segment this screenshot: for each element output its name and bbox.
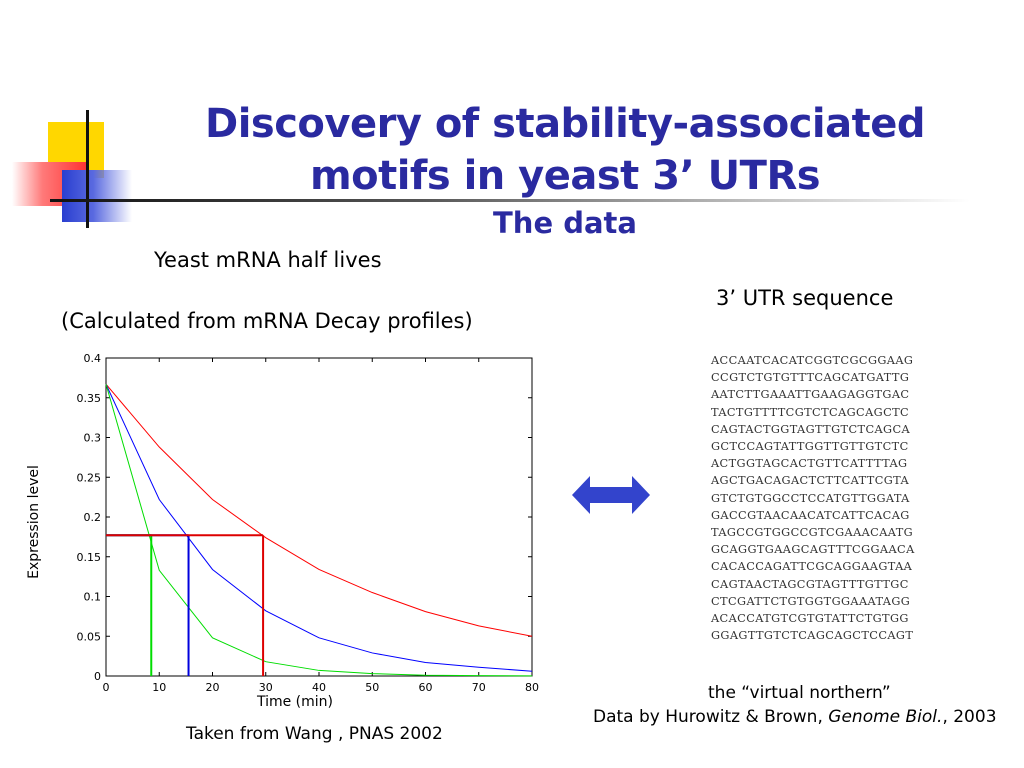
- x-tick-label: 0: [103, 681, 110, 694]
- source-wang: Taken from Wang , PNAS 2002: [186, 724, 443, 744]
- data-credit-prefix: Data by Hurowitz & Brown,: [593, 707, 829, 727]
- series-line: [105, 383, 533, 637]
- slide-title-line1: Discovery of stability-associated: [204, 101, 926, 147]
- sequence-line: ACACCATGTCGTGTATTCTGTGG: [711, 612, 909, 626]
- sequence-line: GTCTGTGGCCTCCATGTTGGATA: [711, 491, 910, 505]
- series-line: [105, 384, 533, 677]
- slide-title-line2: motifs in yeast 3’ UTRs: [309, 153, 821, 199]
- sequence-line: GGAGTTGTCTCAGCAGCTCCAGT: [711, 629, 914, 643]
- sequence-line: CAGTAACTAGCGTAGTTTGTTGC: [711, 577, 909, 591]
- y-tick-label: 0.35: [77, 392, 102, 405]
- utr-sequence-label: 3’ UTR sequence: [716, 286, 894, 310]
- plot-frame: [105, 357, 533, 677]
- virtual-northern-label: the “virtual northern”: [708, 683, 891, 703]
- sequence-line: CACACCAGATTCGCAGGAAGTAA: [711, 560, 913, 574]
- decor-vertical-line: [86, 110, 89, 228]
- y-tick-label: 0: [94, 670, 101, 683]
- data-credit: Data by Hurowitz & Brown, Genome Biol., …: [593, 707, 997, 727]
- y-tick-label: 0.25: [77, 471, 102, 484]
- decay-chart: 0 10 20 30 40 50 60 70 80 0 0.05 0.1 0.15 0.2 0.25 0.3 0…: [26, 352, 539, 710]
- sequence-line: GCTCCAGTATTGGTTGTTGTCTC: [711, 440, 909, 454]
- x-tick-label: 60: [419, 681, 433, 694]
- halflives-label: Yeast mRNA half lives: [154, 248, 382, 272]
- x-axis-label: Time (min): [256, 694, 333, 710]
- decor-horizontal-line: [50, 199, 970, 202]
- y-tick-label: 0.15: [77, 551, 102, 564]
- data-credit-suffix: , 2003: [942, 707, 997, 727]
- y-tick-label: 0.1: [84, 591, 102, 604]
- y-tick-label: 0.05: [77, 630, 102, 643]
- sequence-line: AATCTTGAAATTGAAGAGGTGAC: [711, 388, 910, 402]
- x-tick-label: 30: [259, 681, 273, 694]
- sequence-line: CCGTCTGTGTTTCAGCATGATTG: [711, 371, 910, 385]
- y-tick-label: 0.4: [84, 352, 102, 365]
- sequence-line: CTCGATTCTGTGGTGGAAATAGG: [711, 594, 911, 608]
- x-tick-label: 20: [206, 681, 220, 694]
- x-tick-label: 70: [472, 681, 486, 694]
- x-tick-label: 50: [365, 681, 379, 694]
- sequence-line: AGCTGACAGACTCTTCATTCGTA: [711, 474, 910, 488]
- double-arrow-icon: [572, 476, 650, 514]
- y-axis-label: Expression level: [26, 465, 42, 579]
- sequence-line: ACTGGTAGCACTGTTCATTTTAG: [711, 457, 908, 471]
- sequence-line: GCAGGTGAAGCAGTTTCGGAACA: [711, 543, 915, 557]
- sequence-line: CAGTACTGGTAGTTGTCTCAGCA: [711, 422, 911, 436]
- series-line: [105, 384, 533, 672]
- sequence-line: GACCGTAACAACATCATTCACAG: [711, 508, 910, 522]
- slide-subtitle: The data: [493, 206, 637, 240]
- x-tick-label: 40: [312, 681, 326, 694]
- y-tick-label: 0.3: [84, 432, 102, 445]
- x-tick-label: 10: [152, 681, 166, 694]
- sequence-line: TAGCCGTGGCCGTCGAAACAATG: [711, 526, 914, 540]
- y-tick-label: 0.2: [84, 511, 102, 524]
- data-credit-journal: Genome Biol.: [828, 707, 943, 727]
- sequence-list: ACCAATCACATCGGTCGCGGAAG CCGTCTGTGTTTCAGCA…: [711, 352, 915, 644]
- sequence-line: TACTGTTTTCGTCTCAGCAGCTC: [711, 405, 910, 419]
- decor-blue-square: [62, 170, 132, 222]
- sequence-line: ACCAATCACATCGGTCGCGGAAG: [711, 354, 914, 367]
- calc-label: (Calculated from mRNA Decay profiles): [61, 309, 473, 333]
- slide-title: Discovery of stability-associated motifs…: [170, 98, 960, 202]
- x-tick-label: 80: [525, 681, 539, 694]
